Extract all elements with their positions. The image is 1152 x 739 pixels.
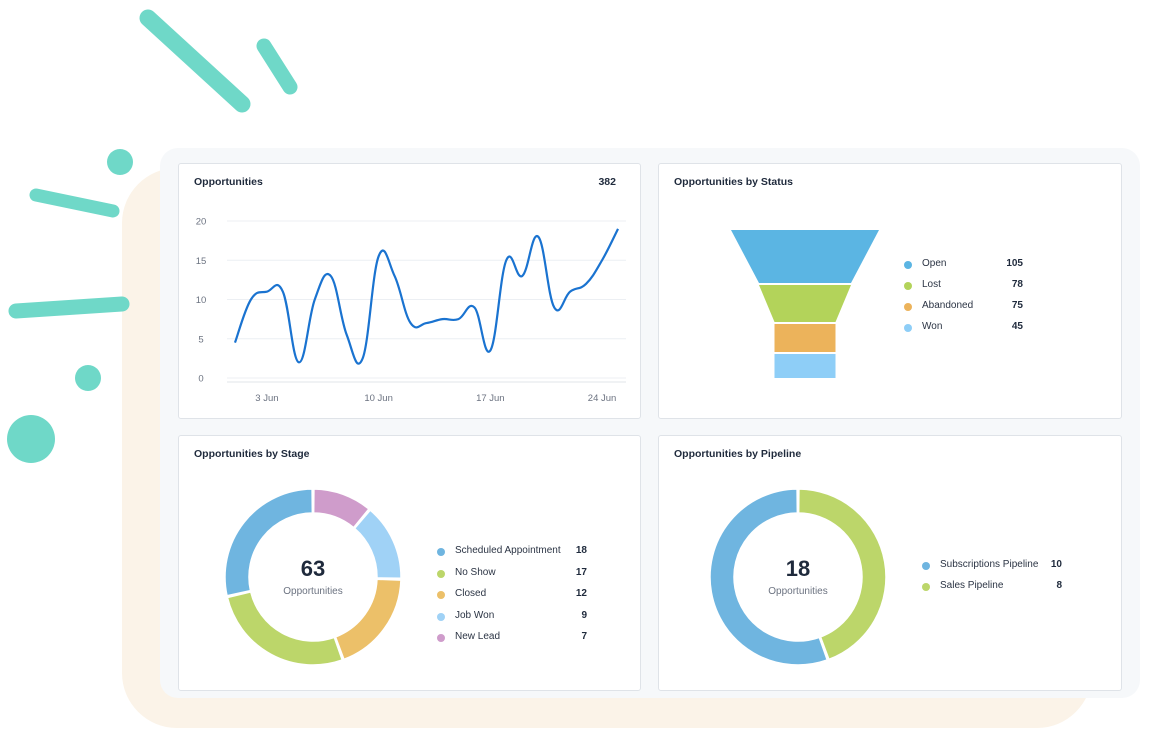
teal-dot-2 <box>75 365 101 391</box>
legend-value: 10 <box>1050 559 1062 570</box>
legend-label: Abandoned <box>922 300 974 311</box>
legend-label: Scheduled Appointment <box>455 545 561 556</box>
opportunities-series-line <box>233 228 620 365</box>
status-funnel-chart <box>731 230 879 378</box>
stage-total-caption: Opportunities <box>283 586 343 597</box>
legend-value: 9 <box>581 609 587 621</box>
legend-label: Closed <box>455 588 487 599</box>
stage-total-value: 63 <box>300 556 326 581</box>
legend-item: Subscriptions Pipeline 10 <box>922 559 1062 573</box>
legend-item: Closed 12 <box>437 588 587 602</box>
legend-value: 18 <box>575 545 587 556</box>
legend-color-dot <box>437 612 445 621</box>
legend-item: New Lead 7 <box>437 631 587 645</box>
donut-slice-sales-pipeline <box>797 488 887 661</box>
teal-dot-1 <box>107 149 133 175</box>
legend-value: 45 <box>1011 321 1023 332</box>
legend-color-dot <box>904 324 912 332</box>
legend-color-dot <box>437 569 445 578</box>
card-title: Opportunities by Stage <box>194 448 310 460</box>
donut-slice-closed <box>334 578 402 661</box>
donut-slice-new-lead <box>312 488 370 529</box>
legend-item: Lost 78 <box>904 279 1023 293</box>
legend-label: Lost <box>922 279 941 290</box>
stage-donut-chart <box>224 488 402 666</box>
y-tick-label: 20 <box>196 217 207 228</box>
legend-label: Open <box>922 258 947 269</box>
funnel-segment-open <box>731 230 879 283</box>
status-card: Opportunities by Status Open 105 Lost 78 Aba… <box>658 163 1122 419</box>
legend-value: 7 <box>581 631 587 642</box>
funnel-segment-lost <box>759 285 851 322</box>
pipeline-donut-chart <box>709 488 887 666</box>
donut-slice-no-show <box>226 590 344 666</box>
donut-slice-job-won <box>353 509 402 580</box>
x-tick-label: 17 Jun <box>476 393 505 404</box>
card-title: Opportunities by Status <box>674 176 794 188</box>
stage-donut-center: 63 Opportunities <box>253 556 373 597</box>
legend-color-dot <box>437 634 445 642</box>
legend-item: Won 45 <box>904 321 1023 335</box>
teal-dot-3 <box>7 415 55 463</box>
y-tick-label: 15 <box>196 256 207 267</box>
stage-card: Opportunities by Stage 63 Opportunities … <box>178 435 641 691</box>
y-tick-label: 10 <box>196 295 207 306</box>
y-tick-label: 0 <box>198 374 203 385</box>
legend-item: No Show 17 <box>437 567 587 581</box>
legend-item: Abandoned 75 <box>904 300 1023 314</box>
legend-value: 78 <box>1011 279 1023 290</box>
teal-stroke-2 <box>256 38 298 95</box>
status-legend: Open 105 Lost 78 Abandoned 75 Won 45 <box>904 258 1044 348</box>
card-title: Opportunities by Pipeline <box>674 448 802 460</box>
legend-value: 12 <box>575 588 587 599</box>
legend-value: 8 <box>1056 580 1062 591</box>
legend-label: No Show <box>455 566 496 578</box>
opportunities-card: Opportunities 382 0 5 10 15 20 3 Jun 10 Jun 17 … <box>178 163 641 419</box>
donut-slice-scheduled-appointment <box>224 488 314 597</box>
legend-color-dot <box>904 261 912 269</box>
stage-legend: Scheduled Appointment 18 No Show 17 Closed 12… <box>437 545 597 655</box>
donut-slice-subscriptions-pipeline <box>709 488 829 666</box>
x-tick-label: 10 Jun <box>364 393 393 404</box>
legend-label: Won <box>922 321 943 332</box>
pipeline-card: Opportunities by Pipeline 18 Opportuniti… <box>658 435 1122 691</box>
legend-label: New Lead <box>455 631 501 642</box>
pipeline-total-value: 18 <box>785 556 811 581</box>
legend-label: Sales Pipeline <box>940 580 1004 591</box>
legend-item: Open 105 <box>904 258 1023 272</box>
pipeline-total-caption: Opportunities <box>768 586 828 597</box>
pipeline-donut-center: 18 Opportunities <box>738 556 858 597</box>
teal-stroke-1 <box>139 9 251 113</box>
legend-label: Job Won <box>455 609 495 621</box>
legend-value: 105 <box>1006 258 1023 269</box>
legend-item: Scheduled Appointment 18 <box>437 545 587 559</box>
legend-item: Job Won 9 <box>437 610 587 624</box>
legend-value: 17 <box>575 566 587 578</box>
legend-color-dot <box>904 282 912 290</box>
teal-stroke-4 <box>8 296 130 319</box>
pipeline-legend: Subscriptions Pipeline 10 Sales Pipeline 8 <box>922 559 1072 599</box>
legend-label: Subscriptions Pipeline <box>940 559 1039 570</box>
opportunities-line-chart: 0 5 10 15 20 3 Jun 10 Jun 17 Jun 24 Jun <box>196 217 626 404</box>
legend-value: 75 <box>1011 300 1023 311</box>
opportunities-total: 382 <box>598 176 616 188</box>
funnel-segment-abandoned <box>774 324 836 352</box>
y-tick-label: 5 <box>198 334 203 345</box>
x-tick-label: 3 Jun <box>255 393 278 404</box>
legend-color-dot <box>904 303 912 311</box>
teal-stroke-3 <box>29 188 120 218</box>
x-tick-label: 24 Jun <box>588 393 617 404</box>
legend-item: Sales Pipeline 8 <box>922 580 1062 594</box>
card-title: Opportunities <box>194 176 263 188</box>
legend-color-dot <box>922 562 930 570</box>
legend-color-dot <box>922 583 930 591</box>
legend-color-dot <box>437 548 445 556</box>
funnel-segment-won <box>774 354 836 378</box>
legend-color-dot <box>437 591 445 599</box>
